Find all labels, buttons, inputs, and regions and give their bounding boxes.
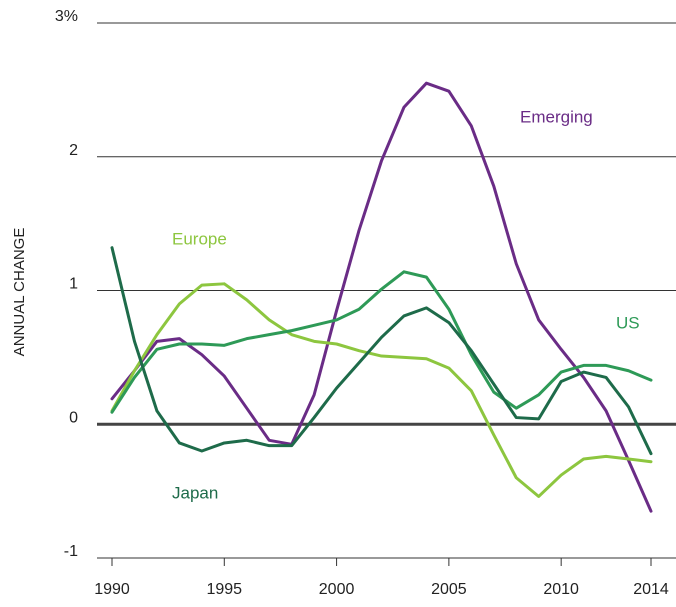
series-line bbox=[110, 270, 653, 414]
x-tick-label: 1990 bbox=[94, 581, 130, 598]
x-tick-label: 2000 bbox=[319, 581, 355, 598]
y-tick-label: -1 bbox=[64, 543, 78, 560]
series-label: Japan bbox=[172, 483, 218, 502]
x-tick-label: 2005 bbox=[431, 581, 467, 598]
y-tick-label: 3% bbox=[55, 8, 78, 25]
y-axis-label: ANNUAL CHANGE bbox=[11, 228, 28, 357]
x-tick-label: 2014 bbox=[633, 581, 669, 598]
series-line bbox=[110, 81, 653, 513]
series-line bbox=[110, 246, 653, 456]
y-tick-label: 1 bbox=[69, 276, 78, 293]
series-label: US bbox=[616, 313, 640, 332]
x-tick-label: 2010 bbox=[543, 581, 579, 598]
series-line bbox=[110, 282, 653, 498]
y-tick-label: 0 bbox=[69, 409, 78, 426]
x-tick-label: 1995 bbox=[206, 581, 242, 598]
series-label: Europe bbox=[172, 229, 227, 248]
y-tick-label: 2 bbox=[69, 142, 78, 159]
series-label: Emerging bbox=[520, 107, 593, 126]
